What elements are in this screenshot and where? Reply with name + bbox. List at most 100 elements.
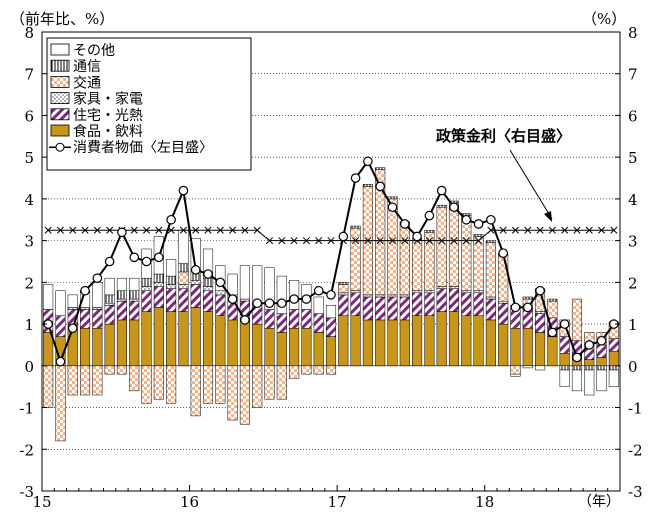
- legend-swatch: [50, 92, 70, 104]
- y-tick-label: -1: [19, 400, 34, 418]
- bar-segment: [473, 236, 484, 291]
- policy-rate-marker: [142, 226, 151, 234]
- bar-segment: [104, 302, 115, 306]
- cpi-marker: [338, 231, 349, 242]
- policy-rate-marker: [265, 237, 274, 245]
- bar-segment: [436, 204, 447, 208]
- bar-segment: [141, 365, 152, 404]
- bar-segment: [178, 263, 189, 273]
- y-tick-label: 5: [24, 149, 34, 167]
- policy-rate-marker: [511, 226, 520, 234]
- bar-segment: [153, 365, 164, 400]
- x-year-label: 18: [475, 493, 494, 509]
- bar-segment: [301, 309, 312, 329]
- bar-segment: [116, 298, 127, 302]
- bar-segment: [141, 311, 152, 367]
- bar-segment: [608, 365, 619, 371]
- bar-segment: [92, 282, 103, 308]
- bar-segment: [325, 336, 337, 367]
- bar-segment: [239, 265, 250, 300]
- cpi-marker: [55, 356, 66, 367]
- cpi-marker: [559, 319, 570, 329]
- bar-segment: [412, 315, 423, 367]
- bar-segment: [535, 311, 546, 314]
- bar-segment: [424, 290, 435, 294]
- bar-segment: [498, 254, 509, 302]
- policy-rate-marker: [179, 226, 187, 234]
- bar-segment: [350, 225, 361, 229]
- policy-rate-marker: [93, 226, 101, 234]
- bar-segment: [338, 294, 349, 316]
- x-axis-unit: （年）: [578, 494, 620, 509]
- legend-swatch: [50, 108, 70, 121]
- y-right-tick-label: -3: [628, 483, 643, 501]
- policy-rate-marker: [561, 226, 569, 234]
- bar-segment: [584, 365, 595, 371]
- bar-segment: [289, 365, 300, 379]
- bar-segment: [301, 328, 312, 367]
- bar-segment: [338, 315, 349, 367]
- bar-segment: [325, 305, 337, 319]
- bar-segment: [387, 294, 398, 298]
- bar-segment: [473, 234, 484, 237]
- policy-rate-marker: [290, 237, 298, 245]
- bar-segment: [510, 328, 521, 367]
- policy-rate-marker: [499, 226, 507, 234]
- legend-swatch: [50, 59, 70, 72]
- bar-segment: [79, 365, 91, 396]
- bar-segment: [350, 290, 361, 294]
- bar-segment: [202, 311, 214, 367]
- legend-swatch: [50, 43, 70, 56]
- bar-segment: [596, 344, 607, 358]
- bar-segment: [522, 328, 533, 367]
- y-tick-label: -2: [19, 441, 34, 459]
- bar-segment: [338, 292, 349, 296]
- y-tick-label: 1: [24, 316, 34, 334]
- bar-segment: [92, 309, 103, 329]
- legend-label: 消費者物価〈左目盛〉: [73, 140, 213, 156]
- policy-rate-marker: [241, 226, 249, 234]
- bar-segment: [387, 319, 398, 367]
- bar-segment: [535, 332, 546, 367]
- bar-segment: [350, 315, 361, 367]
- cpi-marker: [301, 294, 312, 304]
- bar-segment: [178, 229, 189, 264]
- legend-swatch: [50, 76, 70, 88]
- policy-rate-marker: [597, 226, 606, 234]
- bar-segment: [522, 296, 533, 300]
- policy-rate-marker: [106, 226, 114, 234]
- y-right-tick-label: 8: [628, 24, 638, 42]
- cpi-marker: [178, 185, 189, 196]
- policy-rate-marker: [364, 237, 372, 245]
- bar-segment: [129, 319, 140, 367]
- bar-segment: [461, 290, 472, 294]
- bar-segment: [596, 365, 607, 371]
- policy-rate-marker: [524, 226, 532, 234]
- bar-segment: [202, 286, 214, 291]
- bar-segment: [485, 319, 496, 367]
- bar-segment: [141, 277, 152, 287]
- bar-segment: [116, 277, 127, 291]
- bar-segment: [202, 365, 214, 404]
- y-right-tick-label: 6: [628, 107, 638, 125]
- bar-segment: [547, 336, 558, 367]
- bar-segment: [252, 323, 263, 367]
- bar-segment: [424, 315, 435, 367]
- axes: -3 -2 -1 0 1 2 3 4 5 6 7 8 -3 -2 -1 0 1 2 3 4 5 6 7 8 15 16 17 18: [19, 24, 643, 511]
- cpi-marker: [277, 298, 287, 309]
- bar-segment: [498, 300, 509, 304]
- bar-segment: [67, 365, 78, 396]
- policy-rate-marker: [401, 237, 409, 245]
- y-tick-label: 8: [24, 24, 34, 42]
- policy-rate-marker: [450, 237, 458, 245]
- cpi-marker: [486, 214, 496, 225]
- bar-segment: [215, 294, 226, 316]
- bar-segment: [498, 302, 509, 325]
- policy-rate-marker: [315, 237, 323, 245]
- bar-segment: [43, 365, 54, 408]
- policy-rate-marker: [302, 237, 310, 245]
- bar-segment: [448, 311, 460, 367]
- bar-segment: [448, 202, 460, 287]
